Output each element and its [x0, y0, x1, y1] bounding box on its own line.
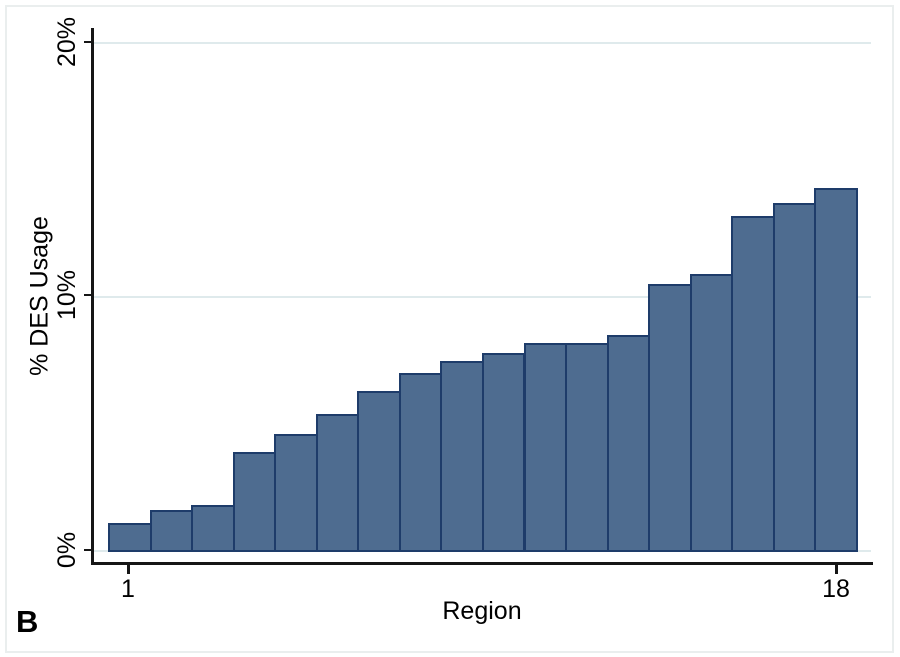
bar-region-13: [606, 335, 651, 552]
bar-region-5: [274, 434, 318, 552]
bar-region-7: [357, 390, 401, 552]
x-tick-1: [127, 565, 130, 574]
y-tick-label-0: 0%: [53, 531, 81, 569]
x-axis-title: Region: [442, 597, 522, 625]
x-axis-line: [91, 562, 873, 565]
bar-region-9: [440, 360, 484, 552]
bar-region-8: [398, 373, 443, 552]
bar-region-18: [814, 187, 858, 552]
bar-region-16: [731, 215, 775, 552]
y-axis-line: [91, 28, 94, 565]
y-tick-20: [84, 41, 93, 43]
y-tick-0: [84, 549, 93, 551]
x-tick-label-1: 1: [121, 575, 135, 603]
bar-region-1: [108, 523, 152, 552]
bar-region-12: [565, 342, 609, 552]
bar-region-10: [481, 352, 526, 552]
y-tick-10: [84, 294, 93, 296]
y-tick-label-20: 20%: [53, 16, 81, 68]
bar-region-2: [149, 510, 194, 552]
bar-region-15: [689, 274, 734, 552]
gridline-20: [93, 42, 871, 44]
bar-region-17: [772, 203, 817, 552]
y-axis-title: % DES Usage: [25, 216, 54, 376]
bar-region-14: [648, 284, 692, 552]
gridline-10: [93, 296, 871, 298]
x-tick-label-18: 18: [822, 575, 850, 603]
panel-label: B: [16, 604, 39, 639]
x-tick-18: [835, 565, 838, 574]
bar-region-3: [191, 505, 235, 552]
y-tick-label-10: 10%: [53, 269, 81, 321]
bar-region-6: [315, 413, 360, 552]
bar-region-11: [523, 342, 568, 552]
bar-region-4: [232, 451, 277, 552]
